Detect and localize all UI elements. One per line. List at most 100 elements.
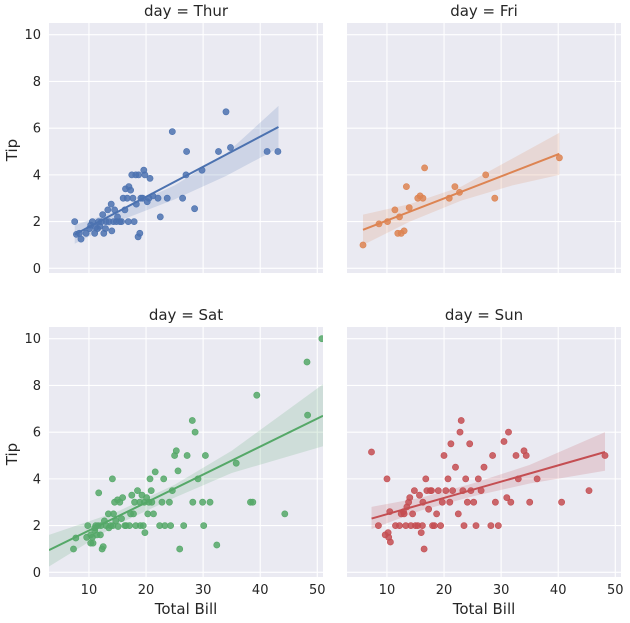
data-point <box>422 475 430 483</box>
panel-background <box>347 23 621 273</box>
data-point <box>466 440 474 448</box>
data-point <box>165 498 173 506</box>
data-point <box>222 108 230 116</box>
data-point <box>303 358 311 366</box>
data-point <box>134 487 141 494</box>
plot-area <box>359 132 563 249</box>
y-tick-label: 4 <box>33 472 41 487</box>
data-point <box>144 510 152 518</box>
data-point <box>147 487 155 494</box>
data-point <box>505 428 512 436</box>
data-point <box>416 491 423 499</box>
data-point <box>491 194 499 202</box>
data-point <box>383 475 391 483</box>
data-point <box>433 510 440 518</box>
panel-4: day = Sun 10 20 30 40 50 <box>347 306 624 598</box>
data-point <box>227 144 234 151</box>
data-point <box>70 545 77 553</box>
data-point <box>154 194 162 202</box>
data-point <box>180 522 188 529</box>
data-point <box>446 498 454 506</box>
data-point <box>274 148 282 155</box>
data-point <box>428 487 435 494</box>
data-point <box>179 194 186 202</box>
regression-line <box>371 451 606 520</box>
y-tick-label: 4 <box>33 168 41 183</box>
data-point <box>452 463 459 471</box>
y-tick-label: 0 <box>33 262 41 277</box>
x-tick-label: 30 <box>493 583 510 598</box>
data-point <box>447 440 455 448</box>
data-point <box>304 411 311 419</box>
data-point <box>463 498 471 506</box>
data-point <box>500 438 508 445</box>
data-point <box>249 498 257 506</box>
data-point <box>114 523 122 530</box>
data-point <box>442 487 450 494</box>
data-point <box>146 475 154 483</box>
data-point <box>104 206 112 214</box>
data-point <box>124 218 132 225</box>
data-point <box>146 174 154 182</box>
data-point <box>474 475 482 483</box>
data-point <box>82 229 90 237</box>
data-point <box>457 417 465 424</box>
data-point <box>482 171 490 179</box>
data-point <box>418 522 426 529</box>
data-point <box>183 148 190 155</box>
data-point <box>126 522 133 529</box>
data-point <box>391 206 399 214</box>
data-point <box>128 491 136 499</box>
data-point <box>522 452 530 459</box>
data-point <box>374 522 382 529</box>
data-point <box>503 494 511 501</box>
x-tick-label: 50 <box>309 583 326 598</box>
data-point <box>396 522 403 529</box>
x-tick-label: 40 <box>252 583 269 598</box>
panel-title: day = Thur <box>144 2 229 20</box>
data-point <box>440 452 448 459</box>
data-point <box>110 510 117 518</box>
data-point <box>437 522 444 529</box>
data-point <box>97 531 104 539</box>
x-tick-label: 10 <box>379 583 396 598</box>
data-point <box>470 498 478 506</box>
data-point <box>456 428 464 436</box>
x-tick-label: 30 <box>195 583 212 598</box>
data-point <box>512 452 520 459</box>
data-point <box>400 510 408 518</box>
data-point <box>206 498 214 506</box>
data-point <box>368 448 375 456</box>
data-point <box>386 538 394 546</box>
data-point <box>99 543 107 550</box>
panel-title: day = Sun <box>445 306 523 324</box>
x-axis-label-right: Total Bill <box>452 600 516 618</box>
data-point <box>130 218 138 225</box>
data-point <box>232 459 240 467</box>
data-point <box>129 194 137 202</box>
x-tick-label: 20 <box>436 583 453 598</box>
data-point <box>480 463 488 471</box>
data-point <box>420 545 428 553</box>
data-point <box>191 205 198 213</box>
data-point <box>136 229 144 237</box>
data-point <box>123 194 131 202</box>
data-point <box>71 218 79 225</box>
data-point <box>176 545 184 553</box>
data-point <box>119 494 126 501</box>
panel-title: day = Sat <box>149 306 223 324</box>
data-point <box>130 510 137 518</box>
gridlines <box>49 23 323 273</box>
data-point <box>460 522 468 529</box>
x-tick-label: 20 <box>138 583 155 598</box>
data-point <box>417 529 425 536</box>
data-point <box>118 218 125 225</box>
data-point <box>402 183 410 190</box>
data-point <box>487 522 495 529</box>
data-point <box>419 194 427 202</box>
data-point <box>160 475 168 483</box>
data-point <box>451 183 459 190</box>
confidence-band <box>371 432 605 530</box>
data-point <box>462 475 470 483</box>
